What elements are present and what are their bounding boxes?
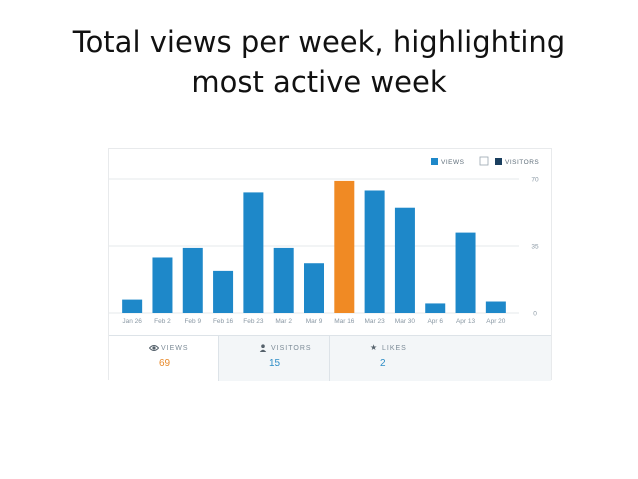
legend-label-views: VIEWS [441, 159, 465, 166]
x-tick-label: Apr 20 [486, 318, 506, 325]
x-tick-label: Mar 23 [364, 318, 385, 325]
bar [364, 190, 385, 313]
title-line-1: Total views per week, highlighting [72, 25, 566, 59]
x-tick-label: Feb 9 [184, 318, 201, 325]
title-line-2: most active week [191, 65, 447, 99]
eye-icon [148, 344, 160, 352]
y-tick-label: 70 [531, 177, 539, 184]
x-tick-label: Feb 2 [154, 318, 171, 325]
bar [394, 207, 415, 313]
stat-label-visitors: VISITORS [271, 344, 312, 352]
y-tick-label: 35 [531, 244, 539, 251]
x-tick-label: Feb 23 [243, 318, 264, 325]
stat-value-visitors: 15 [269, 358, 281, 369]
bar [243, 192, 264, 313]
star-icon: ★ [370, 343, 379, 352]
legend-swatch-visitors [495, 158, 502, 165]
bar [213, 270, 234, 313]
bar [122, 299, 143, 313]
stats-panel: 0 35 70 Jan 26 Feb 2 Feb 9 Feb 16 Feb 23 Mar 2 Ma… [108, 148, 552, 381]
x-tick-label: Mar 2 [275, 318, 292, 325]
slide-title: Total views per week, highlighting most … [0, 22, 638, 102]
x-tick-label: Apr 13 [456, 318, 476, 325]
bar [273, 247, 294, 313]
legend-swatch-views [431, 158, 438, 165]
stat-tab-visitors[interactable]: VISITORS 15 [219, 336, 330, 381]
bar [182, 247, 203, 313]
x-tick-label: Mar 9 [306, 318, 323, 325]
legend-label-visitors: VISITORS [505, 159, 539, 166]
stat-label-likes: LIKES [382, 344, 407, 352]
x-tick-label: Mar 30 [395, 318, 416, 325]
person-icon [259, 344, 268, 352]
views-bar-chart: 0 35 70 Jan 26 Feb 2 Feb 9 Feb 16 Feb 23 Mar 2 Ma… [109, 156, 539, 325]
stats-summary-row: VIEWS 69 VISITORS 15 ★ LIKES 2 [109, 335, 551, 381]
bar [152, 257, 173, 313]
bar [334, 180, 355, 313]
x-tick-label: Apr 6 [427, 318, 443, 325]
x-tick-label: Feb 16 [213, 318, 234, 325]
y-tick-label: 0 [533, 311, 537, 318]
x-tick-label: Jan 26 [122, 318, 142, 325]
bar [485, 301, 506, 313]
legend-checkbox-visitors [479, 156, 489, 166]
stat-tab-views[interactable]: VIEWS 69 [109, 336, 219, 381]
x-tick-label: Mar 16 [334, 318, 355, 325]
stat-tab-likes[interactable]: ★ LIKES 2 [330, 336, 440, 381]
stat-label-views: VIEWS [161, 344, 189, 352]
stat-value-views: 69 [159, 358, 171, 369]
bar [303, 263, 325, 313]
bar [425, 303, 446, 313]
bar [455, 232, 476, 313]
stat-value-likes: 2 [380, 358, 386, 369]
